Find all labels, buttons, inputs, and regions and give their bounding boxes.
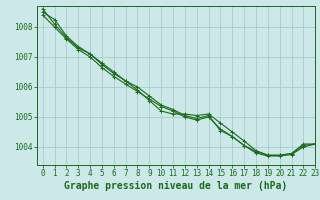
X-axis label: Graphe pression niveau de la mer (hPa): Graphe pression niveau de la mer (hPa) xyxy=(64,181,288,191)
